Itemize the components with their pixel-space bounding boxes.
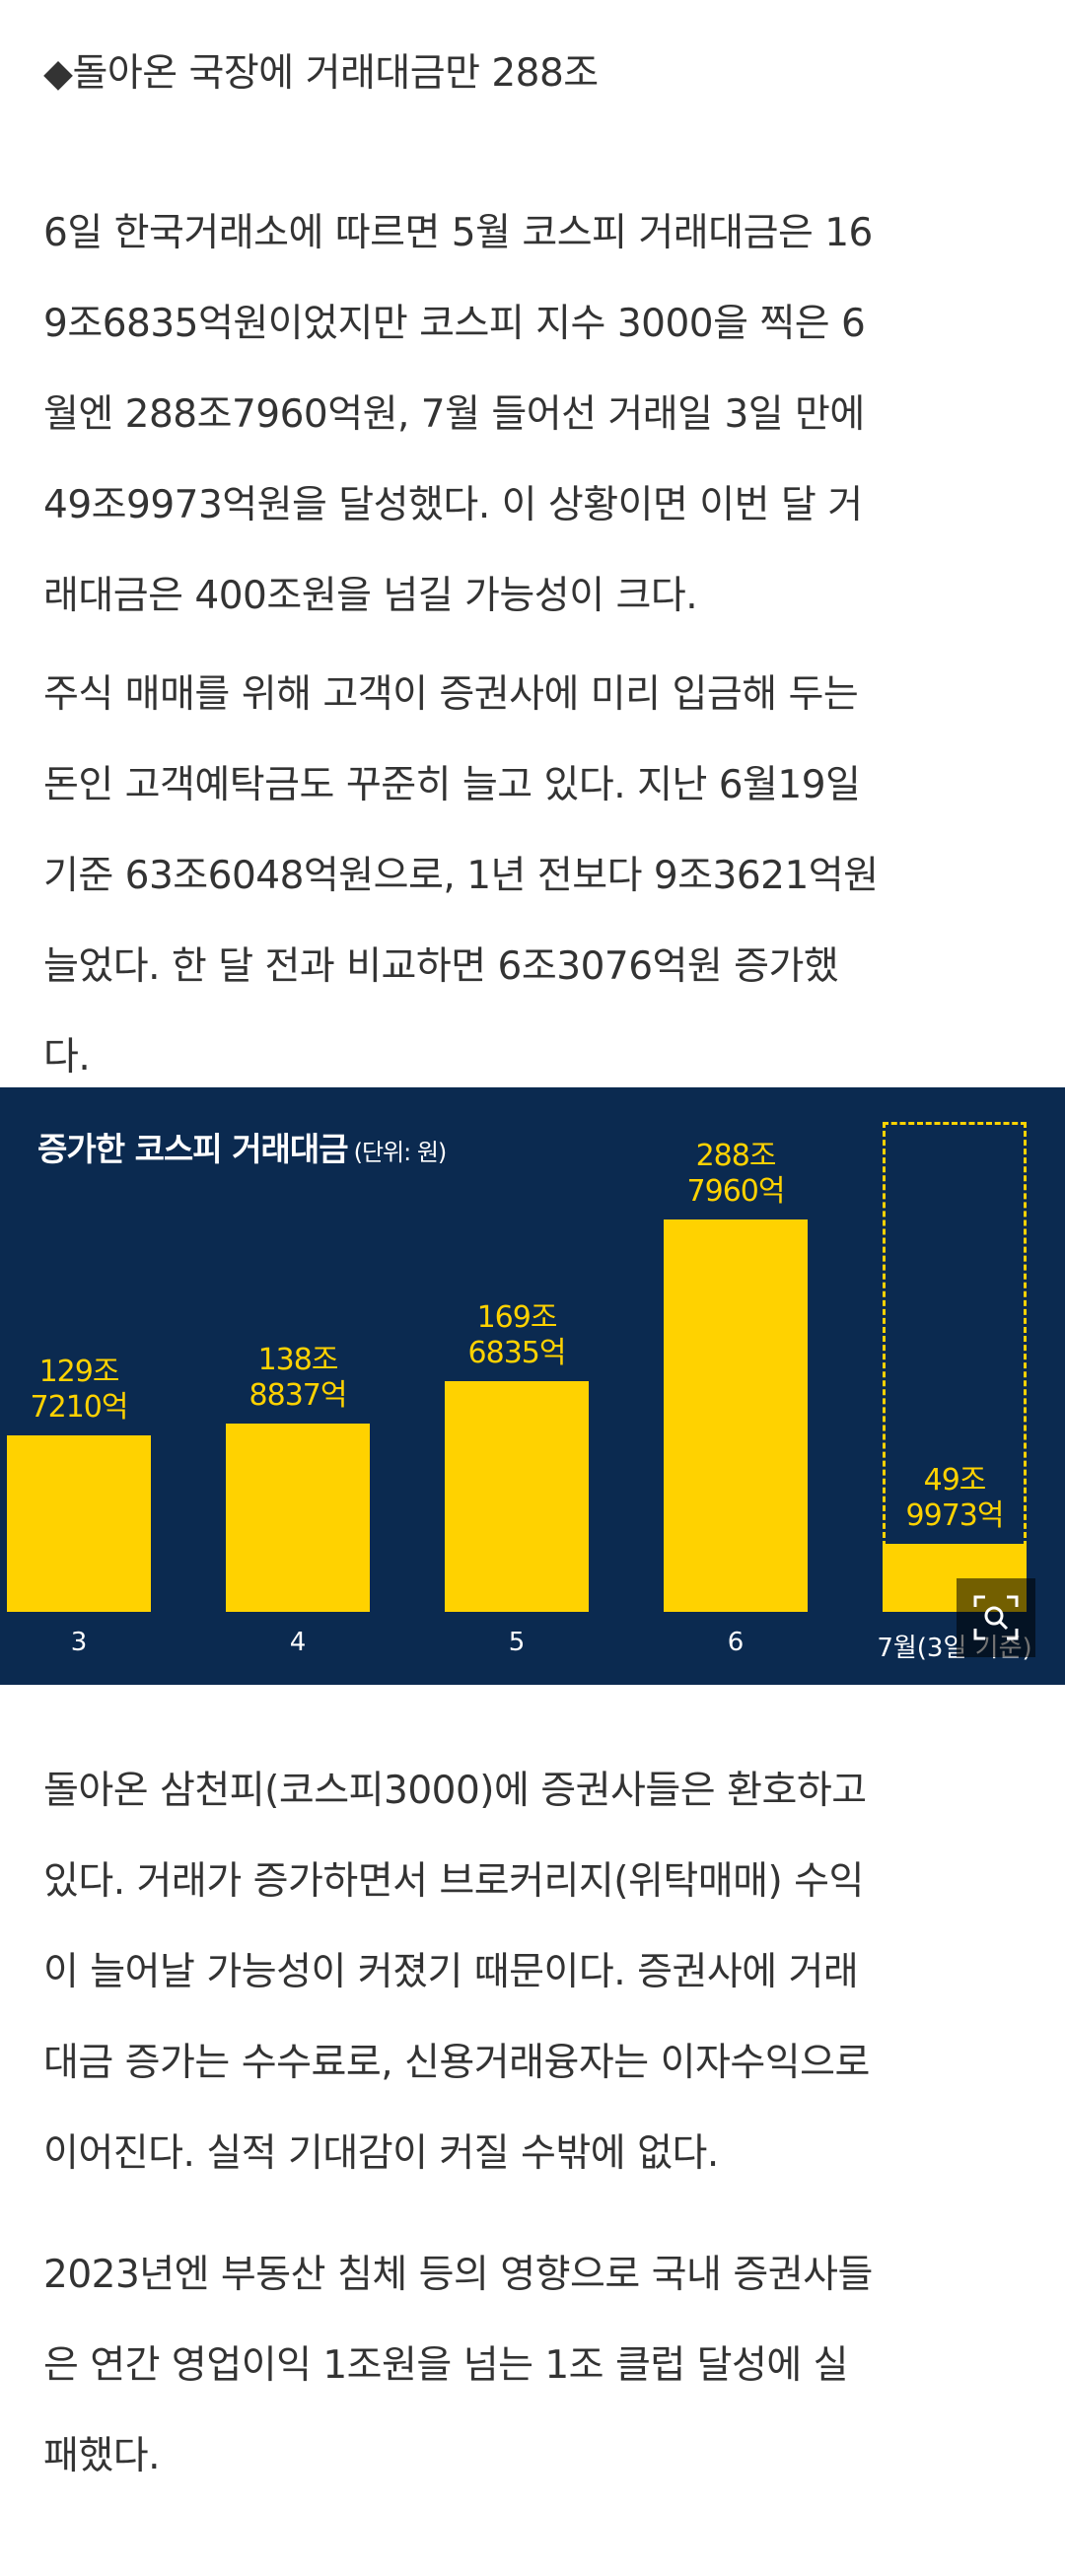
projection-dashed-box <box>883 1122 1027 1548</box>
paragraph-3: 돌아온 삼천피(코스피3000)에 증권사들은 환호하고 있다. 거래가 증가하… <box>43 1746 1039 2199</box>
text-line: 대금 증가는 수수료로, 신용거래융자는 이자수익으로 <box>43 2041 870 2085</box>
text-line: 있다. 거래가 증가하면서 브로커리지(위탁매매) 수익 <box>43 1859 864 1904</box>
heading-text: ◆돌아온 국장에 거래대금만 288조 <box>43 51 599 96</box>
bar-value-line: 129조 <box>38 1355 120 1390</box>
x-tick-label: 4 <box>289 1628 307 1657</box>
text-line: 49조9973억원을 달성했다. 이 상황이면 이번 달 거 <box>43 483 863 527</box>
text-line: 돌아온 삼천피(코스피3000)에 증권사들은 환호하고 <box>43 1769 867 1813</box>
text-line: 6일 한국거래소에 따르면 5월 코스피 거래대금은 16 <box>43 211 873 255</box>
bar-value-line: 7960억 <box>686 1174 786 1210</box>
bar-value-label: 288조 7960억 <box>657 1139 815 1210</box>
bar-3 <box>7 1435 151 1612</box>
bar-6 <box>664 1219 808 1612</box>
section-heading: ◆돌아온 국장에 거래대금만 288조 <box>43 29 1039 119</box>
bar-value-line: 288조 <box>695 1139 777 1174</box>
bar-value-label: 49조 9973억 <box>876 1463 1033 1534</box>
text-line: 2023년엔 부동산 침체 등의 영향으로 국내 증권사들 <box>43 2253 873 2297</box>
text-line: 이어진다. 실적 기대감이 커질 수밖에 없다. <box>43 2131 719 2176</box>
bar-4 <box>226 1423 370 1612</box>
paragraph-4: 2023년엔 부동산 침체 등의 영향으로 국내 증권사들 은 연간 영업이익 … <box>43 2230 1039 2502</box>
text-line: 늘었다. 한 달 전과 비교하면 6조3076억원 증가했 <box>43 944 839 989</box>
x-tick-label: 6 <box>727 1628 745 1657</box>
trading-volume-chart: 증가한 코스피 거래대금 (단위: 원) 129조 7210억 3 138조 8837억 4… <box>0 1087 1065 1685</box>
chart-title: 증가한 코스피 거래대금 (단위: 원) <box>37 1123 448 1170</box>
bar-value-label: 169조 6835억 <box>438 1300 596 1371</box>
text-line: 기준 63조6048억원으로, 1년 전보다 9조3621억원 <box>43 854 879 898</box>
bar-value-line: 8837억 <box>248 1377 348 1413</box>
text-line: 돈인 고객예탁금도 꾸준히 늘고 있다. 지난 6월19일 <box>43 763 861 807</box>
text-line: 은 연간 영업이익 1조원을 넘는 1조 클럽 달성에 실 <box>43 2343 849 2388</box>
text-line: 이 늘어날 가능성이 커졌기 때문이다. 증권사에 거래 <box>43 1950 859 1994</box>
text-line: 9조6835억원이었지만 코스피 지수 3000을 찍은 6 <box>43 302 866 346</box>
bar-value-line: 9973억 <box>905 1498 1005 1534</box>
image-zoom-button[interactable] <box>957 1578 1035 1657</box>
x-tick-label: 5 <box>508 1628 526 1657</box>
bar-value-line: 49조 <box>923 1463 987 1498</box>
x-tick-label: 3 <box>70 1628 88 1657</box>
bar-5 <box>445 1381 589 1612</box>
bar-value-line: 7210억 <box>30 1390 129 1426</box>
bar-value-label: 129조 7210억 <box>0 1355 158 1426</box>
paragraph-1: 6일 한국거래소에 따르면 5월 코스피 거래대금은 16 9조6835억원이었… <box>43 188 1039 642</box>
paragraph-2: 주식 매매를 위해 고객이 증권사에 미리 입금해 두는 돈인 고객예탁금도 꾸… <box>43 650 1039 1103</box>
text-line: 래대금은 400조원을 넘길 가능성이 크다. <box>43 574 698 618</box>
bar-value-line: 169조 <box>476 1300 558 1336</box>
text-line: 다. <box>43 1035 91 1079</box>
text-line: 주식 매매를 위해 고객이 증권사에 미리 입금해 두는 <box>43 672 859 717</box>
bar-value-label: 138조 8837억 <box>219 1343 377 1414</box>
zoom-magnifier-icon <box>973 1595 1019 1640</box>
chart-unit: (단위: 원) <box>353 1139 448 1166</box>
text-line: 월엔 288조7960억원, 7월 들어선 거래일 3일 만에 <box>43 392 865 437</box>
text-line: 패했다. <box>43 2434 161 2478</box>
bar-value-line: 6835억 <box>467 1336 567 1371</box>
bar-value-line: 138조 <box>257 1342 339 1377</box>
chart-title-text: 증가한 코스피 거래대금 <box>37 1130 349 1168</box>
